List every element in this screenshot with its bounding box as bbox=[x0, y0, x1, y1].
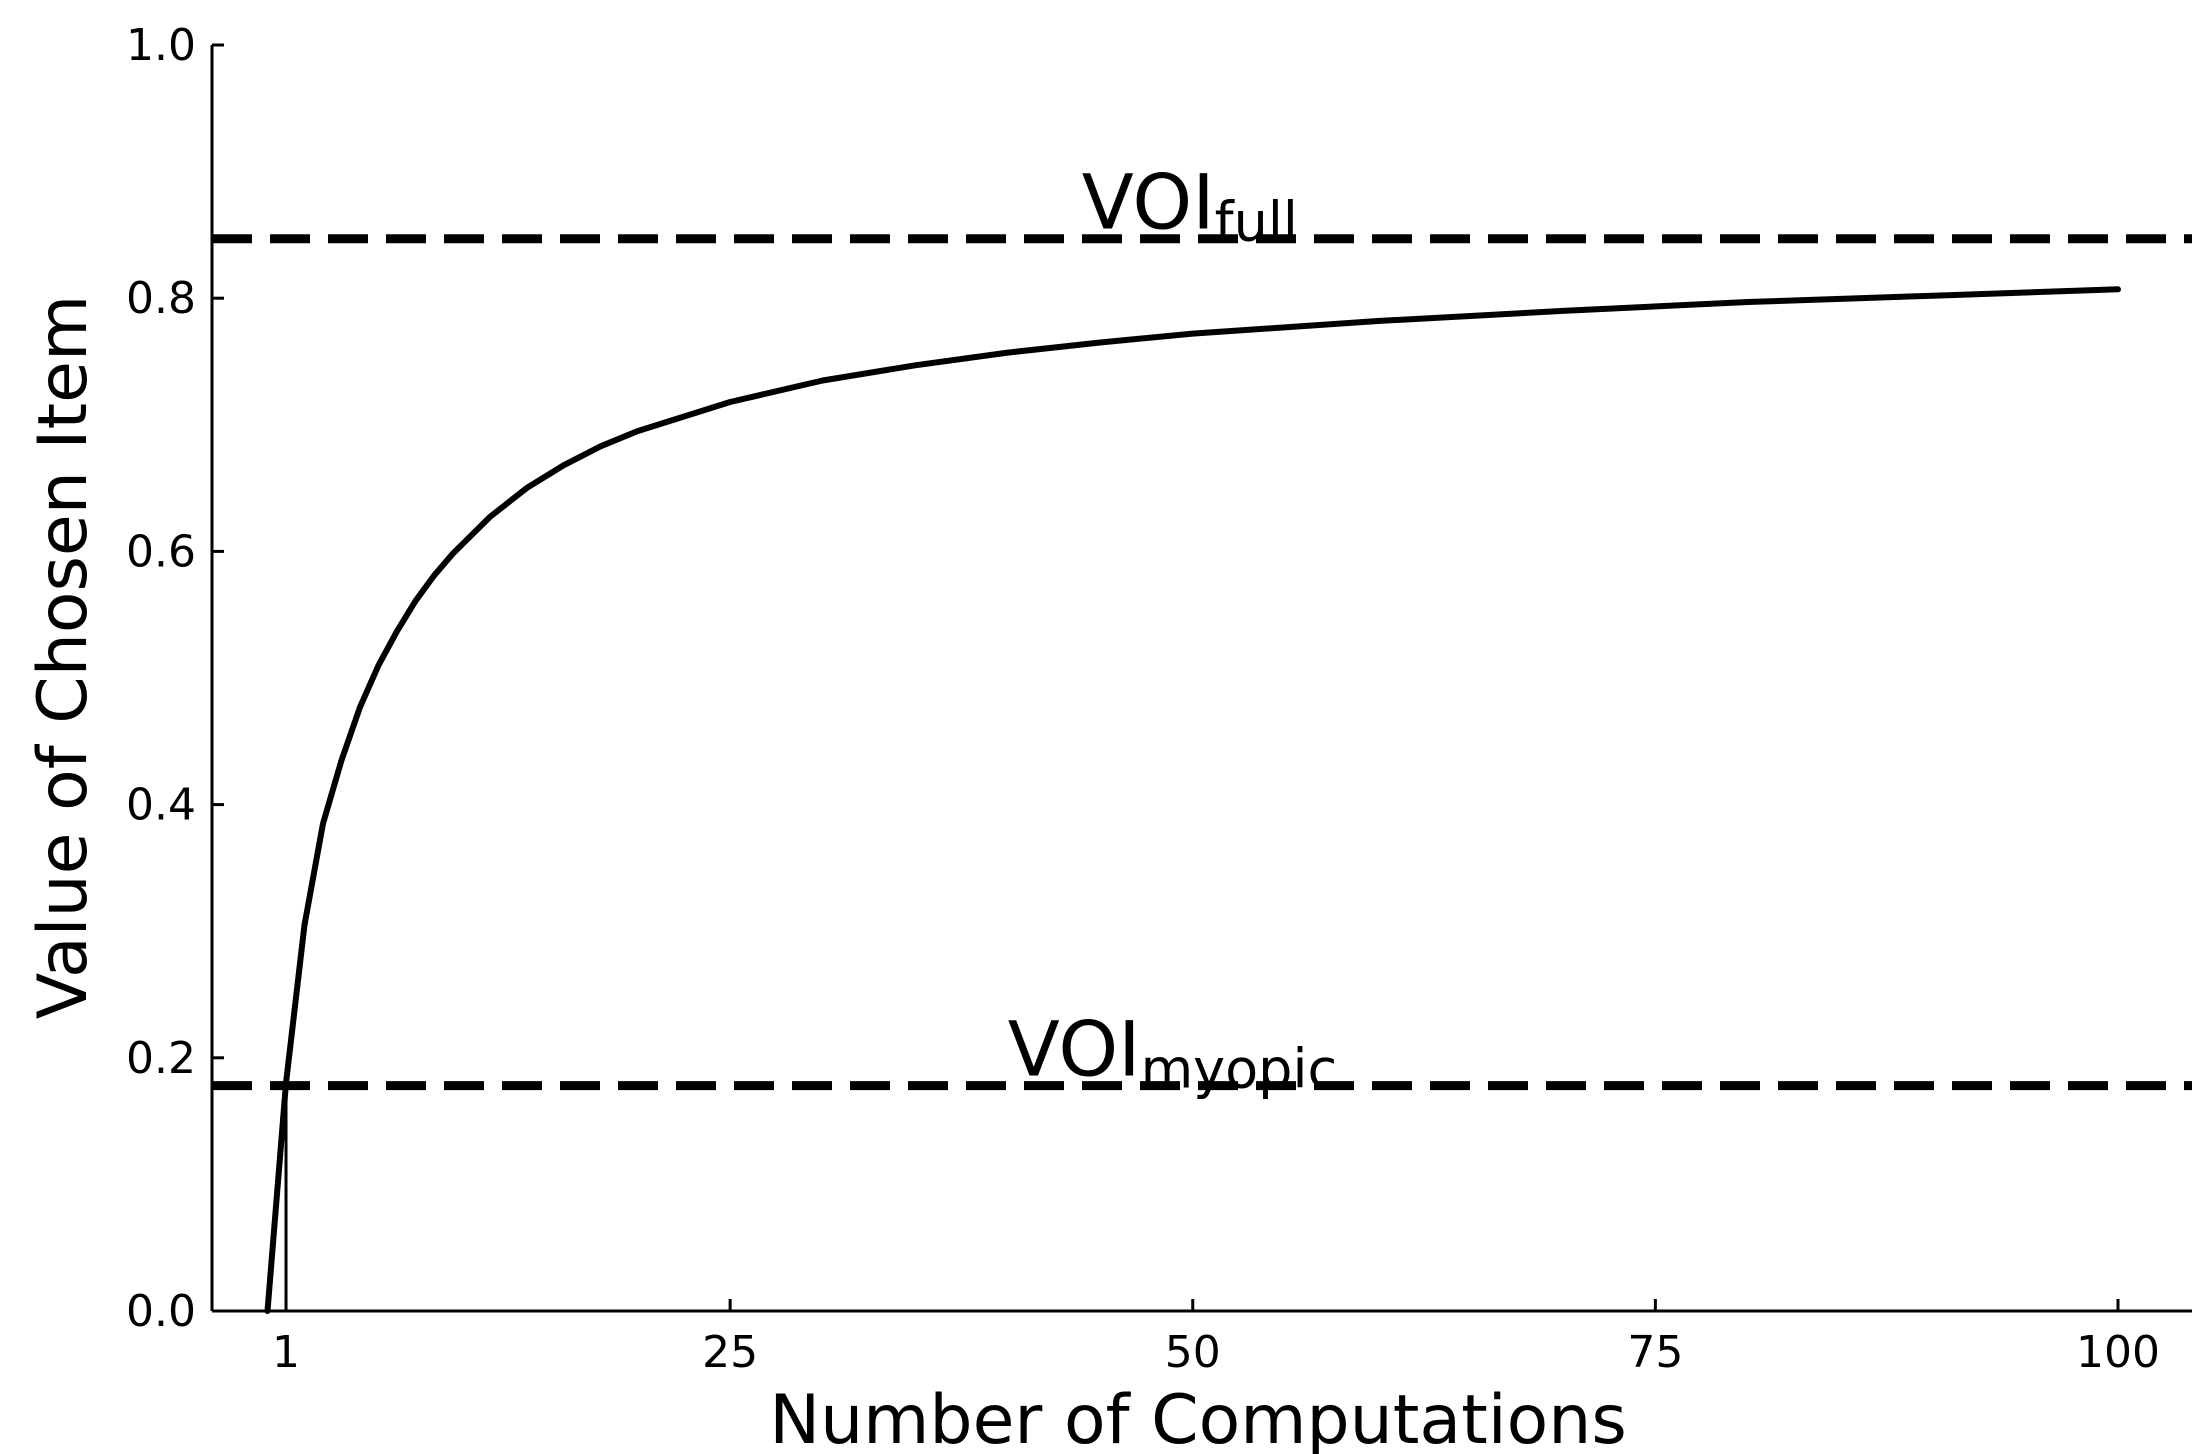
x-axis-title: Number of Computations bbox=[769, 1381, 1627, 1454]
y-tick-label: 1.0 bbox=[126, 20, 196, 71]
reference-label-sub: myopic bbox=[1141, 1038, 1338, 1101]
x-tick-label: 75 bbox=[1627, 1327, 1683, 1378]
tick-group: 0.0 0.2 0.4 0.6 0.8 1.0 1 25 50 75 100 bbox=[126, 20, 2160, 1378]
series-line-0 bbox=[264, 286, 2121, 1314]
y-tick-label: 0.2 bbox=[126, 1033, 196, 1084]
y-tick-label: 0.0 bbox=[126, 1286, 196, 1337]
reference-label-sub: full bbox=[1215, 191, 1298, 254]
y-axis-title: Value of Chosen Item bbox=[24, 295, 103, 1019]
series-group bbox=[264, 286, 2121, 1314]
x-tick-label: 25 bbox=[702, 1327, 758, 1378]
x-tick-label: 100 bbox=[2076, 1327, 2160, 1378]
x-tick-label: 1 bbox=[272, 1327, 300, 1378]
reference-label-main: VOI bbox=[1082, 158, 1215, 247]
reference-label-myopic: VOImyopic bbox=[1008, 1005, 1337, 1101]
reference-label-main: VOI bbox=[1008, 1005, 1141, 1094]
y-tick-label: 0.6 bbox=[126, 526, 196, 577]
y-tick-label: 0.4 bbox=[126, 780, 196, 831]
y-tick-label: 0.8 bbox=[126, 273, 196, 324]
x-tick-label: 50 bbox=[1165, 1327, 1221, 1378]
axes bbox=[210, 45, 2192, 1313]
reference-label-full: VOIfull bbox=[1082, 158, 1298, 254]
